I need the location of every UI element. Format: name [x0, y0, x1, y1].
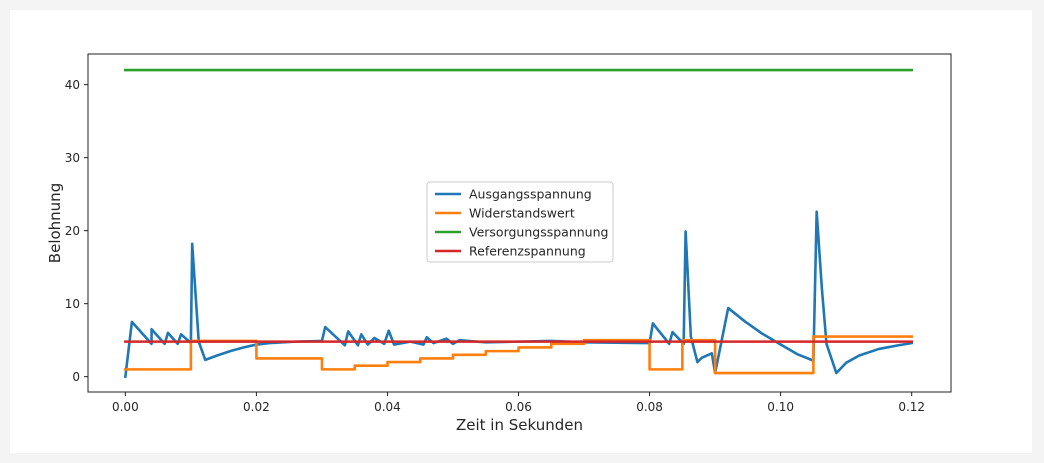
legend-entry: Ausgangsspannung	[469, 187, 592, 202]
legend-entry: Versorgungsspannung	[469, 225, 608, 240]
y-tick-label: 10	[65, 297, 80, 311]
legend: Ausgangsspannung Widerstandswert Versorgun…	[426, 181, 614, 263]
x-axis-label: Zeit in Sekunden	[456, 416, 583, 434]
y-tick-label: 0	[72, 370, 80, 384]
series-line-1	[123, 210, 914, 379]
legend-entry: Referenzspannung	[469, 244, 586, 259]
y-tick-label: 20	[65, 224, 80, 238]
plot-frame	[87, 53, 952, 393]
x-tick-label: 0.00	[112, 400, 139, 414]
plot-layer: 0.00 0.02 0.04 0.06 0.08 0.10 0.12 0 10 20 30 40 Zei…	[46, 53, 952, 434]
x-tick-label: 0.08	[636, 400, 663, 414]
x-tick-label: 0.04	[374, 400, 401, 414]
y-tick-label: 30	[65, 151, 80, 165]
legend-box	[426, 181, 614, 263]
y-tick-label: 40	[65, 78, 80, 92]
legend-entry: Widerstandswert	[469, 206, 575, 221]
series-group	[123, 68, 914, 379]
series-line-2	[124, 335, 913, 375]
x-tick-label: 0.02	[243, 400, 270, 414]
x-tick-label: 0.06	[505, 400, 532, 414]
y-axis-label: Belohnung	[46, 183, 64, 263]
x-tick-label: 0.10	[767, 400, 794, 414]
x-tick-label: 0.12	[898, 400, 925, 414]
